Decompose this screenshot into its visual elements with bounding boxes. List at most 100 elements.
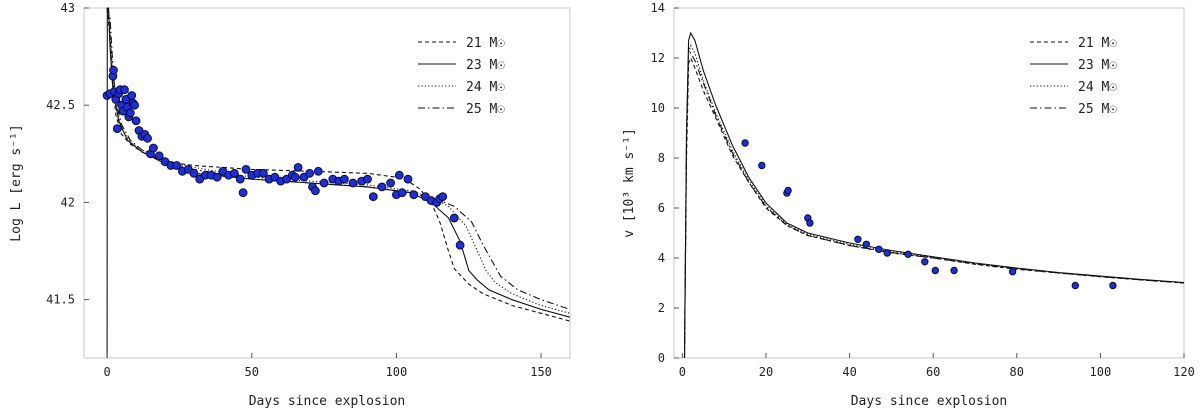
observed-point bbox=[386, 178, 396, 188]
y-tick-label: 8 bbox=[658, 151, 665, 165]
luminosity-x-axis-label: Days since explosion bbox=[249, 394, 406, 409]
model-curve-1 bbox=[683, 56, 1185, 359]
luminosity-panel: 0 50 100 150 41.5 42 42.5 43 Days since explos… bbox=[9, 1, 571, 409]
observed-point bbox=[1071, 281, 1080, 290]
observed-point bbox=[397, 188, 407, 198]
observed-point bbox=[758, 161, 766, 170]
x-tick-label: 0 bbox=[104, 365, 111, 379]
x-tick-label: 120 bbox=[1173, 365, 1195, 379]
observed-point bbox=[806, 219, 814, 227]
x-tick-label: 100 bbox=[1090, 365, 1112, 379]
observed-point bbox=[172, 161, 182, 170]
luminosity-y-axis-label: Log L [erg s⁻¹] bbox=[9, 124, 24, 241]
observed-point bbox=[1008, 268, 1017, 276]
observed-point bbox=[241, 165, 251, 174]
legend-label-3: 24 M☉ bbox=[1078, 80, 1117, 95]
observed-point bbox=[130, 100, 140, 110]
y-tick-label: 42.5 bbox=[46, 98, 75, 112]
observed-point bbox=[348, 178, 358, 188]
y-tick-label: 42 bbox=[61, 195, 75, 209]
observed-point bbox=[125, 108, 135, 118]
observed-point bbox=[854, 235, 862, 244]
velocity-x-axis-label: Days since explosion bbox=[851, 394, 1008, 409]
x-tick-label: 40 bbox=[842, 365, 856, 379]
x-tick-label: 50 bbox=[245, 365, 259, 379]
model-curve-2 bbox=[683, 31, 1185, 359]
y-tick-label: 4 bbox=[658, 251, 665, 265]
observed-point bbox=[238, 188, 248, 198]
observed-point bbox=[313, 166, 323, 176]
observed-point bbox=[368, 192, 378, 202]
observed-point bbox=[319, 178, 329, 188]
legend-label-3: 24 M☉ bbox=[466, 80, 505, 95]
y-tick-label: 41.5 bbox=[46, 293, 75, 307]
luminosity-observed-points bbox=[102, 65, 465, 250]
observed-point bbox=[455, 240, 465, 250]
velocity-plot-frame bbox=[673, 7, 1185, 359]
luminosity-x-ticks: 0 50 100 150 bbox=[104, 353, 552, 379]
observed-point bbox=[950, 266, 958, 275]
observed-point bbox=[409, 190, 419, 200]
observed-point bbox=[862, 240, 870, 249]
observed-point bbox=[377, 182, 387, 192]
legend-label-4: 25 M☉ bbox=[466, 102, 505, 117]
observed-point bbox=[230, 168, 239, 178]
observed-point bbox=[290, 172, 300, 182]
observed-point bbox=[120, 85, 129, 95]
luminosity-legend: 21 M☉ 23 M☉ 24 M☉ 25 M☉ bbox=[418, 36, 505, 117]
observed-point bbox=[931, 266, 939, 275]
velocity-y-axis-label: v [10³ km s⁻¹] bbox=[622, 128, 637, 238]
y-tick-label: 10 bbox=[651, 101, 665, 115]
observed-point bbox=[189, 168, 199, 178]
x-tick-label: 0 bbox=[679, 365, 686, 379]
x-tick-label: 100 bbox=[386, 365, 408, 379]
observed-point bbox=[1109, 281, 1117, 290]
y-tick-label: 0 bbox=[658, 351, 665, 365]
legend-label-2: 23 M☉ bbox=[466, 58, 505, 73]
observed-point bbox=[212, 172, 222, 182]
observed-point bbox=[363, 174, 372, 184]
observed-point bbox=[305, 168, 315, 178]
observed-point bbox=[904, 250, 912, 259]
observed-point bbox=[883, 249, 891, 257]
observed-point bbox=[293, 163, 303, 172]
observed-point bbox=[311, 186, 320, 196]
model-curve-3 bbox=[106, 7, 571, 314]
x-tick-label: 80 bbox=[1010, 365, 1024, 379]
model-curve-4 bbox=[106, 7, 571, 310]
velocity-observed-points bbox=[741, 139, 1117, 290]
legend-label-4: 25 M☉ bbox=[1078, 102, 1117, 117]
observed-point bbox=[154, 151, 164, 161]
observed-point bbox=[394, 170, 404, 180]
observed-point bbox=[784, 186, 792, 195]
observed-point bbox=[449, 213, 459, 223]
x-tick-label: 20 bbox=[759, 365, 773, 379]
observed-point bbox=[741, 139, 749, 147]
y-tick-label: 2 bbox=[658, 301, 665, 315]
luminosity-y-ticks: 41.5 42 42.5 43 bbox=[46, 1, 89, 307]
velocity-x-ticks: 0 20 40 60 80 100 120 bbox=[679, 353, 1195, 379]
velocity-model-curves bbox=[683, 31, 1185, 359]
observed-point bbox=[259, 168, 268, 178]
observed-point bbox=[921, 258, 929, 266]
observed-point bbox=[235, 174, 245, 184]
observed-point bbox=[112, 124, 122, 134]
observed-point bbox=[143, 133, 153, 143]
legend-label-2: 23 M☉ bbox=[1078, 58, 1117, 73]
observed-point bbox=[131, 116, 141, 126]
observed-point bbox=[438, 192, 448, 202]
observed-point bbox=[403, 174, 413, 184]
observed-point bbox=[109, 65, 118, 75]
legend-label-1: 21 M☉ bbox=[466, 36, 505, 51]
luminosity-plot-frame bbox=[83, 7, 571, 359]
observed-point bbox=[127, 91, 137, 100]
velocity-panel: 0 20 40 60 80 100 120 0 2 4 6 8 10 12 14 Days since e… bbox=[622, 1, 1195, 409]
x-tick-label: 60 bbox=[926, 365, 940, 379]
velocity-legend: 21 M☉ 23 M☉ 24 M☉ 25 M☉ bbox=[1030, 36, 1117, 117]
y-tick-label: 12 bbox=[651, 51, 665, 65]
observed-point bbox=[875, 245, 883, 254]
y-tick-label: 43 bbox=[61, 1, 75, 15]
legend-label-1: 21 M☉ bbox=[1078, 36, 1117, 51]
x-tick-label: 150 bbox=[530, 365, 552, 379]
